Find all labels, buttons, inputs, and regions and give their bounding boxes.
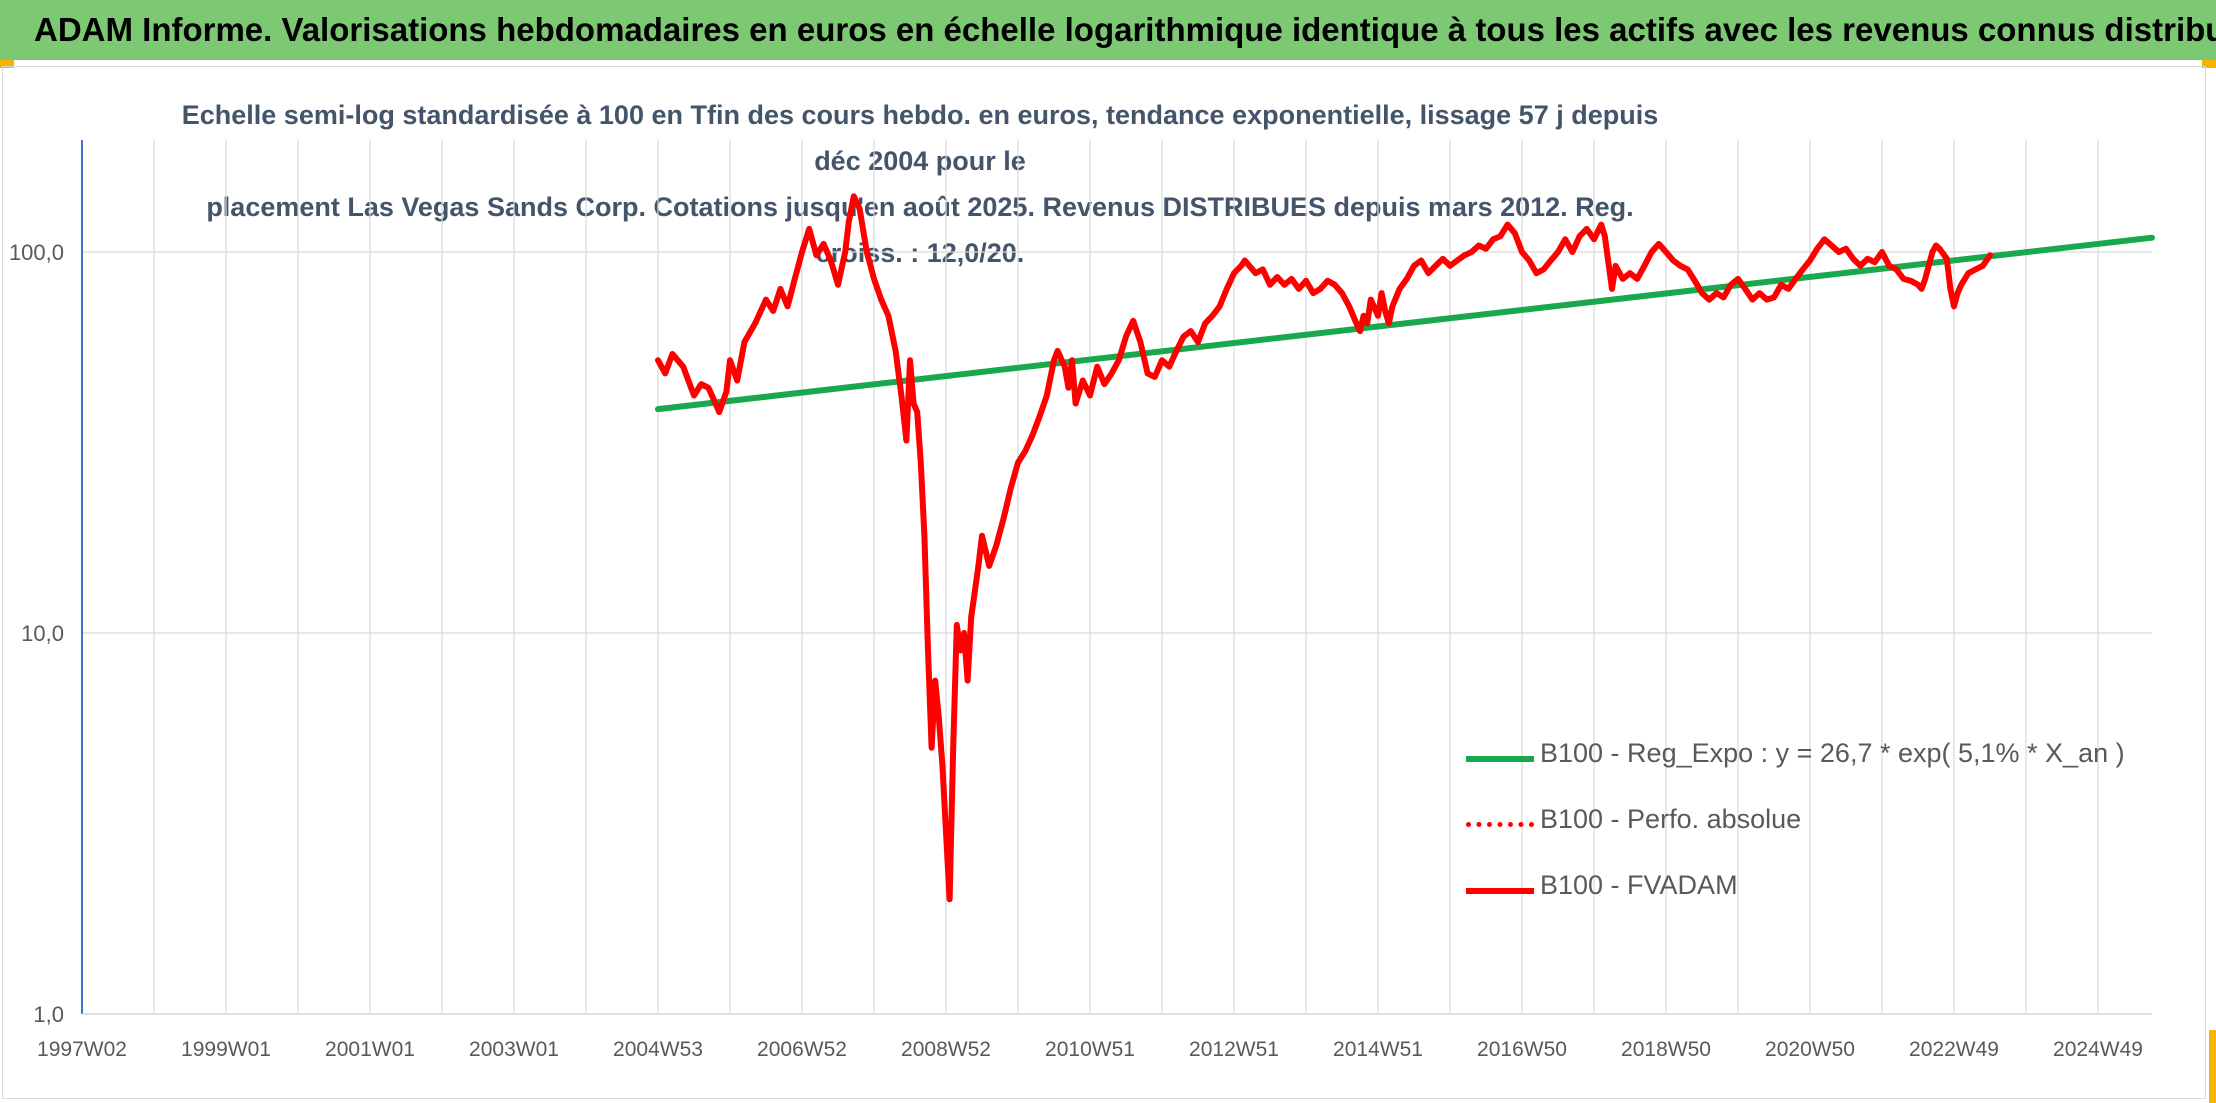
legend: B100 - Reg_Expo : y = 26,7 * exp( 5,1% *… [1466,728,2166,926]
x-tick-label: 2016W50 [1477,1038,1567,1061]
x-tick-label: 2001W01 [325,1038,415,1061]
y-tick-label: 1,0 [33,1002,64,1027]
legend-label-fvadam: B100 - FVADAM [1540,870,1738,900]
x-tick-label: 1997W02 [37,1038,127,1061]
x-tick-label: 2004W53 [613,1038,703,1061]
corner-accent-left [0,60,14,68]
axes [81,140,2152,1015]
legend-swatch-perfo [1466,822,1534,827]
legend-item-regression: B100 - Reg_Expo : y = 26,7 * exp( 5,1% *… [1466,728,2166,794]
grid-lines [81,140,2152,1015]
x-tick-label: 2006W52 [757,1038,847,1061]
chart-title: Echelle semi-log standardisée à 100 en T… [180,92,1660,276]
x-tick-label: 2003W01 [469,1038,559,1061]
x-tick-label: 2014W51 [1333,1038,1423,1061]
y-tick-label: 10,0 [21,621,64,646]
x-tick-label: 1999W01 [181,1038,271,1061]
chart-title-line-2: placement Las Vegas Sands Corp. Cotation… [206,192,1634,268]
tick-labels: 1,0 10,0 100,0 1997W02 1999W01 2001W01 2003W01… [9,240,2143,1061]
legend-item-fvadam: B100 - FVADAM [1466,860,2166,926]
header-title: ADAM Informe. Valorisations hebdomadaire… [0,0,2216,60]
series-lines [655,193,2155,903]
x-tick-label: 2008W52 [901,1038,991,1061]
x-tick-label: 2010W51 [1045,1038,1135,1061]
chart-frame [2,66,2206,1099]
x-tick-label: 2022W49 [1909,1038,1999,1061]
legend-swatch-regression [1466,756,1534,762]
chart-title-line-1: Echelle semi-log standardisée à 100 en T… [181,100,1659,176]
legend-item-perfo: B100 - Perfo. absolue [1466,794,2166,860]
legend-label-perfo: B100 - Perfo. absolue [1540,804,1802,834]
legend-label-regression: B100 - Reg_Expo : y = 26,7 * exp( 5,1% *… [1540,738,2125,768]
series-fvadam-line [655,193,1993,903]
corner-accent-bottom-right [2209,1030,2216,1103]
y-tick-label: 100,0 [9,240,64,265]
x-tick-label: 2024W49 [2053,1038,2143,1061]
x-tick-label: 2018W50 [1621,1038,1711,1061]
corner-accent-right [2202,60,2216,68]
x-tick-label: 2020W50 [1765,1038,1855,1061]
x-tick-label: 2012W51 [1189,1038,1279,1061]
legend-swatch-fvadam [1466,888,1534,894]
